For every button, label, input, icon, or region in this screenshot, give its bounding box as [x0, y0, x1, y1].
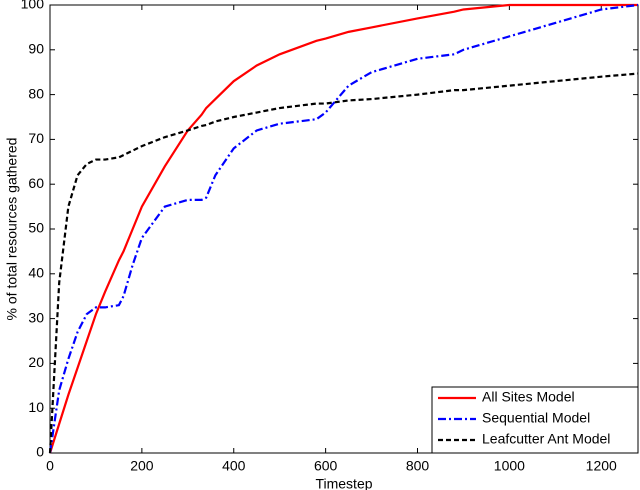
x-tick-label: 1200: [586, 458, 617, 474]
x-tick-label: 1000: [494, 458, 525, 474]
x-tick-label: 800: [406, 458, 430, 474]
x-axis-label: Timestep: [315, 476, 372, 490]
y-tick-label: 90: [28, 41, 44, 57]
series-line: [48, 3, 639, 454]
legend-label: All Sites Model: [482, 389, 575, 405]
x-tick-label: 0: [46, 458, 54, 474]
x-tick-label: 400: [222, 458, 246, 474]
legend: All Sites Model Sequential Model Leafcutte…: [431, 386, 639, 454]
x-tick-label: 200: [130, 458, 154, 474]
y-tick-label: 60: [28, 175, 44, 191]
y-tick-label: 40: [28, 265, 44, 281]
y-tick-label: 70: [28, 130, 44, 146]
y-axis-label: % of total resources gathered: [4, 138, 20, 321]
series-line: [48, 3, 638, 454]
y-tick-label: 100: [21, 0, 45, 12]
plot-frame: [49, 4, 639, 454]
series-line: [48, 72, 639, 454]
legend-label: Leafcutter Ant Model: [482, 431, 610, 447]
y-tick-label: 10: [28, 399, 44, 415]
y-tick-label: 30: [28, 309, 44, 325]
y-tick-label: 0: [36, 444, 44, 460]
y-tick-label: 50: [28, 220, 44, 236]
x-tick-label: 600: [314, 458, 338, 474]
legend-label: Sequential Model: [482, 410, 590, 426]
y-tick-label: 20: [28, 354, 44, 370]
y-tick-label: 80: [28, 85, 44, 101]
